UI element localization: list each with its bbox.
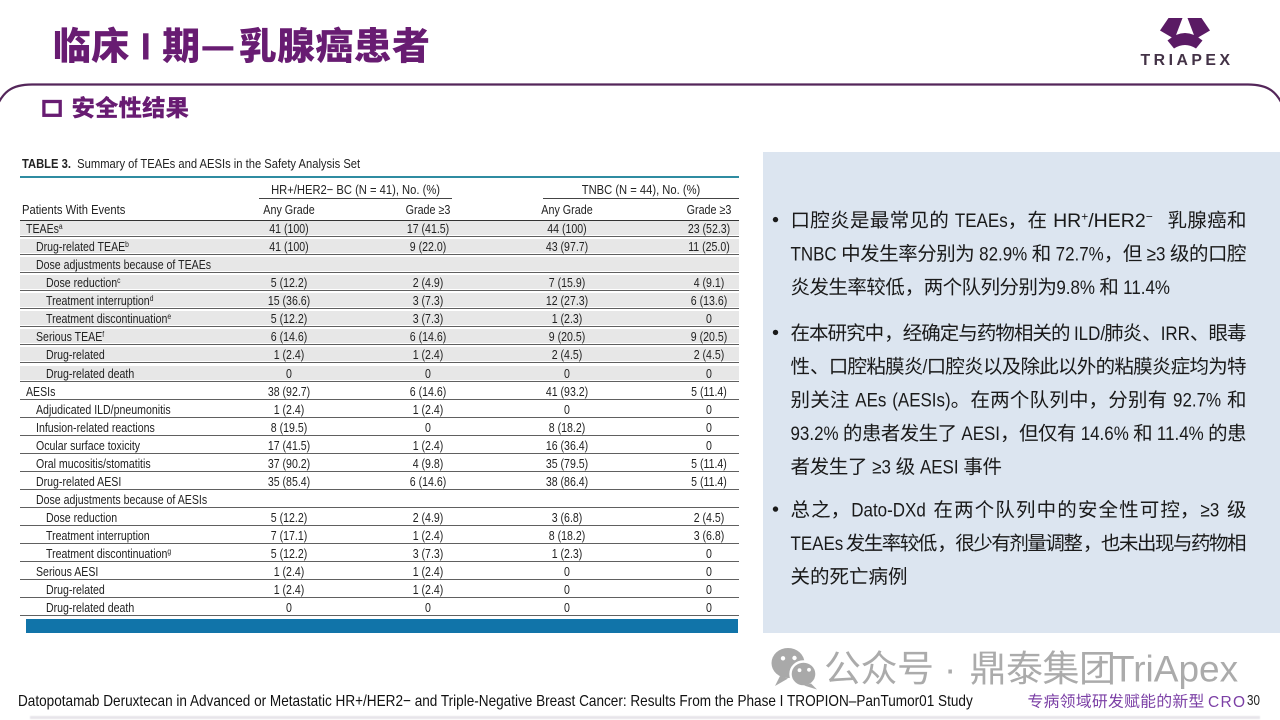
svg-text:11.4%: 11.4% bbox=[1157, 423, 1204, 445]
svg-text:/: / bbox=[923, 356, 928, 378]
svg-text:11.4%: 11.4% bbox=[1123, 277, 1170, 299]
svg-text:TEAEs: TEAEs bbox=[791, 533, 844, 555]
svg-text:≥3: ≥3 bbox=[1201, 500, 1220, 522]
svg-text:(AESIs): (AESIs) bbox=[892, 390, 950, 412]
svg-text:IRR: IRR bbox=[1161, 323, 1190, 345]
svg-text:TNBC: TNBC bbox=[791, 243, 837, 265]
svg-text:HR+​/HER2−​: HR+​/HER2−​ bbox=[1053, 210, 1153, 233]
svg-text:≥3: ≥3 bbox=[872, 456, 891, 478]
svg-text:TriApex: TriApex bbox=[1112, 649, 1239, 690]
svg-text:72.7%: 72.7% bbox=[1056, 243, 1104, 265]
svg-text:≥3: ≥3 bbox=[1147, 243, 1166, 265]
svg-text:CRO: CRO bbox=[1208, 694, 1245, 711]
svg-text:14.6%: 14.6% bbox=[1081, 423, 1129, 445]
svg-text:ILD/: ILD/ bbox=[1074, 323, 1106, 345]
svg-text:82.9%: 82.9% bbox=[979, 243, 1027, 265]
svg-text:AESI: AESI bbox=[920, 456, 959, 478]
svg-text:93.2%: 93.2% bbox=[791, 423, 839, 445]
svg-text:I: I bbox=[140, 26, 151, 68]
svg-text:92.7%: 92.7% bbox=[1173, 390, 1221, 412]
svg-text:AEs: AEs bbox=[855, 390, 886, 412]
svg-text:9.8%: 9.8% bbox=[1056, 277, 1095, 299]
svg-text:TEAEs: TEAEs bbox=[955, 210, 1008, 232]
svg-text:Dato-DXd: Dato-DXd bbox=[851, 500, 926, 522]
svg-text:·: · bbox=[944, 649, 956, 690]
svg-text:AESI: AESI bbox=[961, 423, 1000, 445]
